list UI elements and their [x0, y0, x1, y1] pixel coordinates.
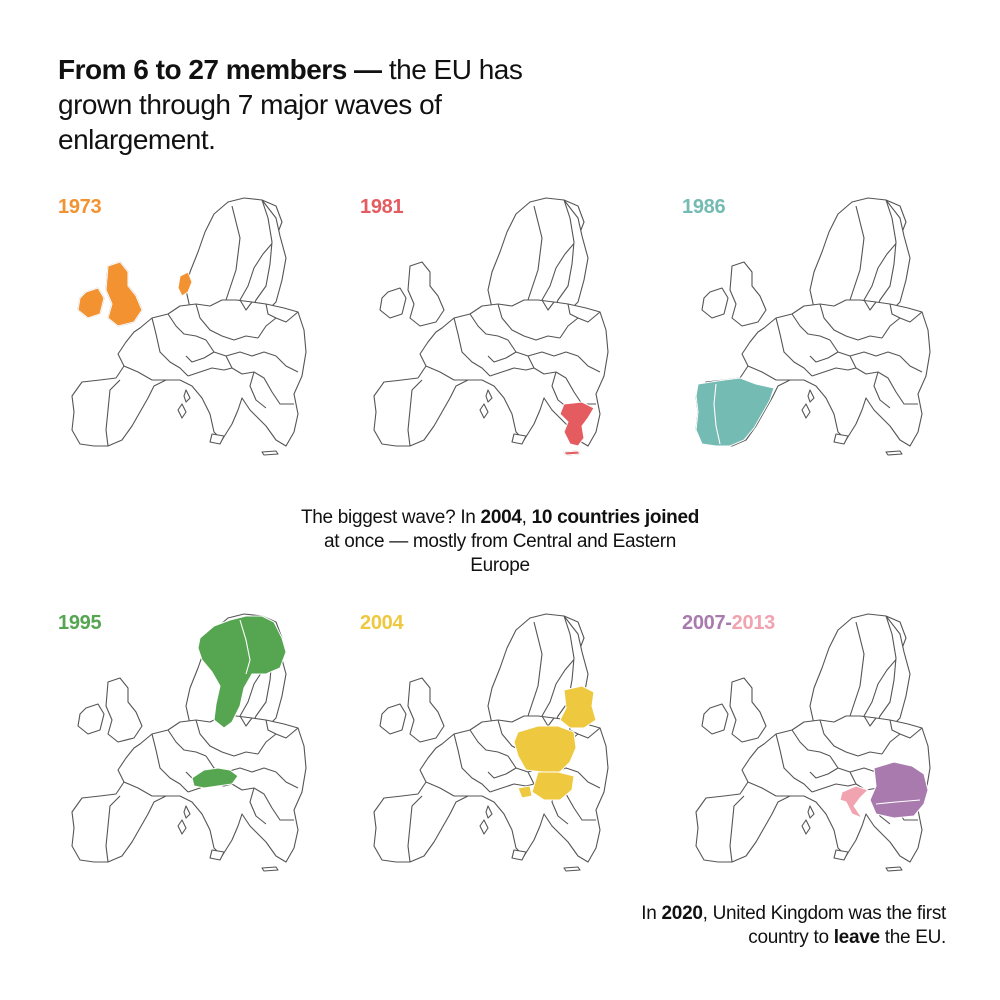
headline-rest: the EU has grown through 7 major waves o… [58, 54, 523, 155]
footer-caption: In 2020, United Kingdom was the first co… [600, 902, 946, 950]
map-panel-1973: 1973 [58, 196, 358, 476]
map-2007-2013 [695, 613, 931, 872]
map-2004 [373, 613, 609, 872]
year-label-1981: 1981 [360, 196, 404, 218]
year-label-2007-2013: 2007-2013 [682, 612, 775, 635]
footer-text-3: the EU. [879, 927, 947, 948]
year-label-2013: 2013 [731, 612, 776, 634]
highlight-austria [191, 767, 239, 789]
middle-bold-count: 10 countries joined [531, 507, 700, 528]
map-panel-1981: 1981 [360, 196, 660, 476]
footer-text-1: In [641, 903, 662, 924]
map-1973 [71, 197, 307, 456]
middle-text-3: at once — mostly from Central and Easter… [323, 531, 677, 576]
highlight-croatia [839, 785, 869, 819]
highlight-greece [559, 401, 595, 447]
map-1986 [695, 197, 931, 456]
map-1981 [373, 197, 609, 456]
highlight-slovakia-hungary [531, 771, 575, 801]
highlight-baltics [559, 685, 597, 729]
year-label-dash: - [725, 612, 732, 634]
highlight-crete [563, 450, 581, 456]
headline: From 6 to 27 members — the EU has grown … [58, 52, 578, 157]
highlight-sweden-finland [197, 615, 287, 729]
footer-bold-leave: leave [833, 927, 880, 948]
middle-caption: The biggest wave? In 2004, 10 countries … [300, 506, 700, 578]
map-panel-1995: 1995 [58, 612, 358, 892]
map-panel-1986: 1986 [682, 196, 982, 476]
headline-bold: From 6 to 27 members — [58, 54, 382, 85]
year-label-1986: 1986 [682, 196, 726, 218]
map-panel-2007-2013: 2007-2013 [682, 612, 982, 892]
year-label-2004: 2004 [360, 612, 404, 634]
highlight-poland-central [513, 725, 577, 773]
highlight-uk [105, 261, 143, 327]
highlight-romania-bulgaria [869, 761, 929, 819]
highlight-iberia [695, 377, 775, 447]
map-panel-2004: 2004 [360, 612, 660, 892]
year-label-1995: 1995 [58, 612, 102, 634]
highlight-ireland [77, 287, 105, 319]
footer-bold-year: 2020 [661, 903, 703, 924]
highlight-denmark [177, 271, 193, 297]
year-label-2007: 2007 [682, 612, 726, 634]
year-label-1973: 1973 [58, 196, 102, 218]
middle-text-1: The biggest wave? In [300, 507, 481, 528]
highlight-slovenia [517, 785, 533, 799]
middle-text-2: , [521, 507, 532, 528]
middle-bold-year: 2004 [480, 507, 522, 528]
footer-text-2: , United Kingdom was the first country t… [702, 903, 947, 948]
map-1995 [71, 613, 307, 872]
